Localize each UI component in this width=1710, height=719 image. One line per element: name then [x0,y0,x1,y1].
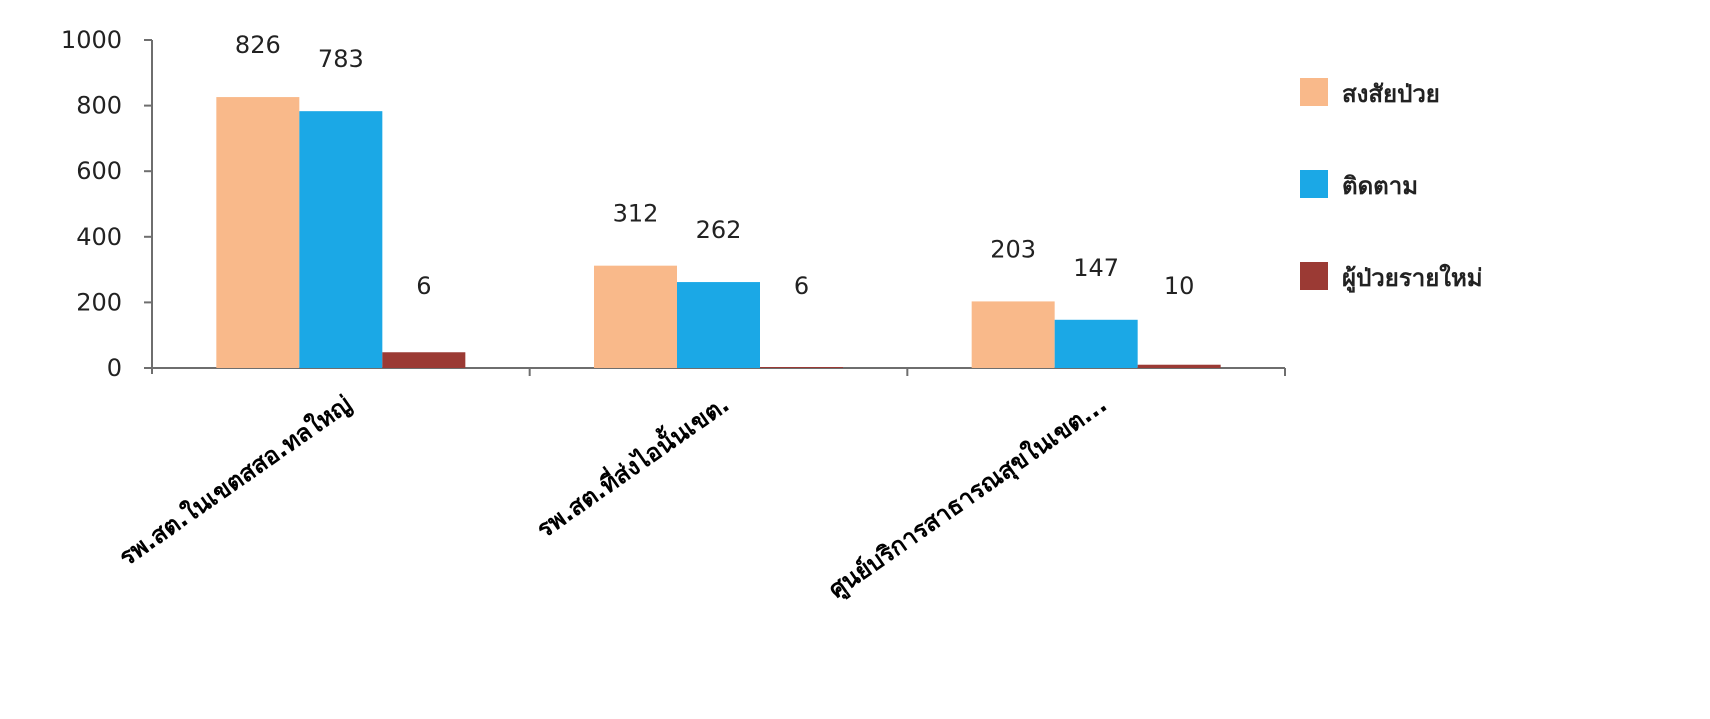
data-label: 203 [990,235,1036,263]
bar [594,265,677,368]
category-labels: รพ.สต.ในเขตสสอ.ทลใหญ่ รพ.สต.ที่ส่งไอนั้นเ… [113,386,1113,606]
y-tick-label: 400 [76,223,122,251]
bar [1054,319,1138,368]
y-tick-label: 800 [76,92,122,120]
bar [216,97,300,369]
bar [760,367,843,368]
data-label: 147 [1073,254,1119,282]
data-label: 783 [318,45,364,73]
y-tick-label: 200 [76,288,122,316]
bar [677,282,760,368]
legend-label: ติดตาม [1342,172,1418,200]
y-tick-label: 1000 [61,26,122,54]
legend-label: สงสัยป่วย [1342,80,1440,108]
legend-label: ผู้ป่วยรายใหม่ [1342,263,1483,293]
legend-swatch [1300,170,1328,198]
data-label: 262 [696,216,742,244]
y-tick-label: 600 [76,157,122,185]
bar [382,352,466,368]
category-label: รพ.สต.ในเขตสสอ.ทลใหญ่ [113,389,356,572]
y-tick-labels: 1000 800 600 400 200 0 [61,26,152,382]
data-labels: 826 783 6 312 262 6 203 147 10 [235,31,1195,300]
data-label: 312 [613,200,659,228]
legend-swatch [1300,78,1328,106]
data-label: 10 [1164,272,1195,300]
y-tick-label: 0 [107,354,122,382]
bar [971,301,1055,368]
legend-swatch [1300,262,1328,290]
data-label: 826 [235,31,281,59]
bar-series [216,97,1221,369]
bar [1137,364,1221,368]
category-label: ศูนย์บริการสาธารณสุขในเขต... [823,389,1113,605]
data-label: 6 [794,272,809,300]
category-label: รพ.สต.ที่ส่งไอนั้นเขต. [529,386,735,544]
bar [299,111,383,369]
data-label: 6 [416,272,431,300]
